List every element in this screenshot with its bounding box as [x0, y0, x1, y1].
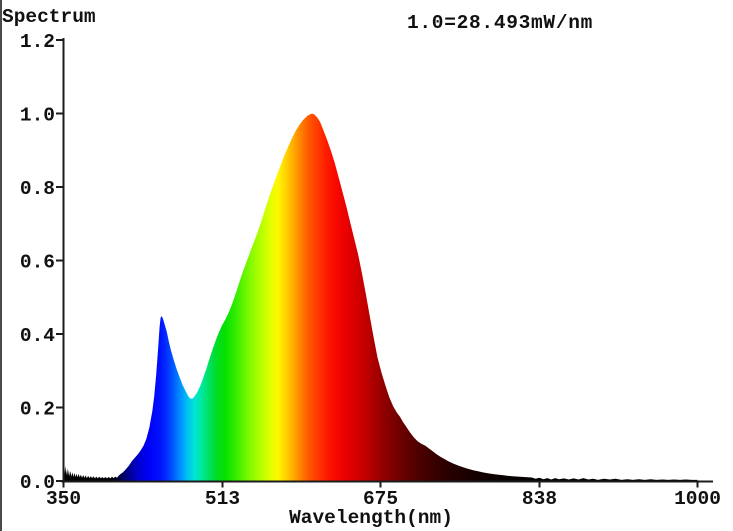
x-axis-title: Wavelength(nm) — [289, 507, 453, 529]
spectrum-area-curve — [63, 113, 698, 481]
x-axis-ticks — [62, 481, 699, 488]
chart-title: Spectrum — [2, 6, 96, 28]
x-tick-label: 513 — [205, 488, 240, 510]
x-tick-label: 838 — [522, 488, 557, 510]
y-tick-label: 0.2 — [20, 399, 55, 421]
x-axis-tick-labels: 350 513 675 838 1000 — [46, 488, 721, 510]
x-tick-label: 675 — [363, 488, 398, 510]
y-tick-label: 0.8 — [20, 178, 55, 200]
y-tick-label: 1.2 — [20, 31, 55, 53]
y-axis-tick-labels: 0.0 0.2 0.4 0.6 0.8 1.0 1.2 — [20, 31, 55, 494]
y-axis-ticks — [56, 39, 64, 482]
y-tick-label: 0.6 — [20, 252, 55, 274]
y-tick-label: 0.4 — [20, 325, 55, 347]
x-tick-label: 350 — [46, 488, 81, 510]
y-tick-label: 0.0 — [20, 472, 55, 494]
window-left-border — [0, 0, 2, 531]
y-tick-label: 1.0 — [20, 105, 55, 127]
scale-annotation: 1.0=28.493mW/nm — [407, 12, 594, 34]
x-tick-label: 1000 — [674, 488, 721, 510]
